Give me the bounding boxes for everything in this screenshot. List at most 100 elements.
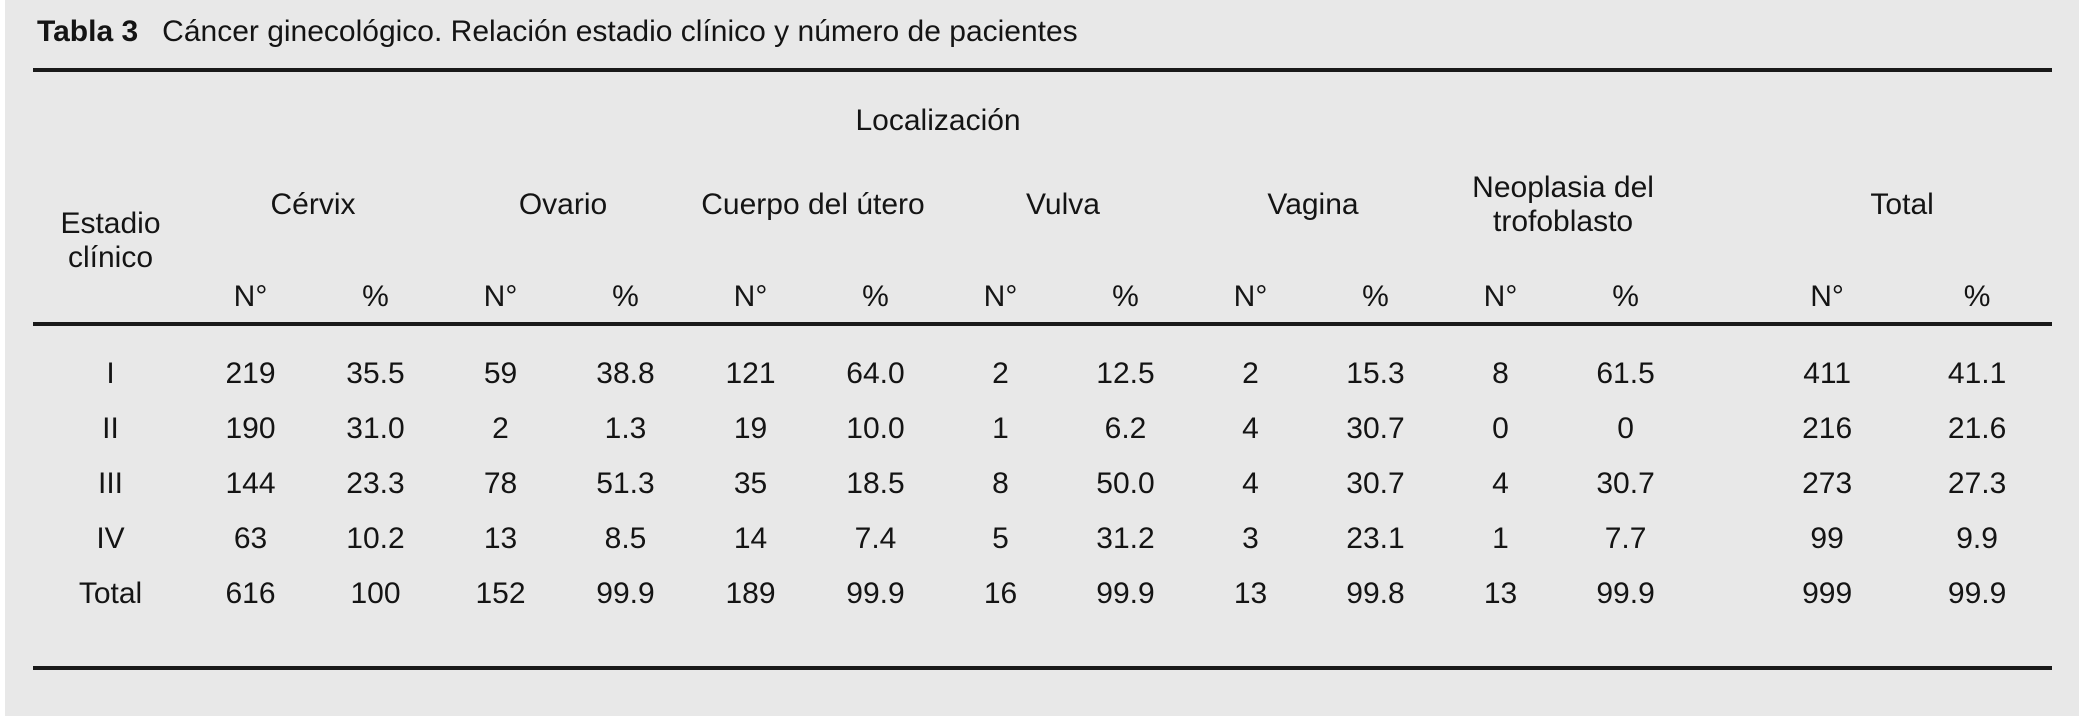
group-header-cuerpo-del-utero: Cuerpo del útero: [701, 187, 925, 221]
data-cell: 59: [483, 356, 518, 390]
estadio-clinico-header: Estadio clínico: [33, 160, 188, 324]
data-cell: 27.3: [1947, 466, 2007, 500]
pct-col-header: %: [612, 280, 639, 313]
stage-cell: Total: [78, 576, 143, 610]
localizacion-header: Localización: [855, 104, 1021, 137]
gyn-cancer-table: Localización Estadio clínico Cérvix Ovar…: [33, 72, 2053, 670]
n-col-header: N°: [983, 280, 1018, 313]
data-cell: 3: [1242, 521, 1259, 555]
n-col-header: N°: [733, 280, 768, 313]
estadio-line2: clínico: [67, 241, 154, 274]
data-cell: 999: [1802, 576, 1853, 610]
data-cell: 273: [1802, 466, 1853, 500]
data-cell: 64.0: [846, 356, 905, 390]
data-cell: 7.4: [854, 521, 897, 555]
data-cell: 6.2: [1104, 411, 1147, 445]
data-cell: 13: [1483, 576, 1518, 610]
caption-text: Cáncer ginecológico. Relación estadio cl…: [162, 15, 1078, 48]
group-header-ovario: Ovario: [518, 187, 608, 221]
group-header-vagina: Vagina: [1267, 187, 1359, 221]
estadio-line1: Estadio: [60, 206, 161, 240]
data-cell: 13: [483, 521, 518, 555]
data-cell: 4: [1492, 466, 1509, 500]
pct-col-header: %: [1362, 280, 1389, 313]
data-cell: 14: [733, 521, 768, 555]
subheader-row: N° % N° % N° % N° % N° % N° % N° %: [33, 250, 2052, 324]
n-col-header: N°: [233, 280, 268, 313]
localizacion-row: Localización: [33, 72, 2052, 160]
data-cell: 0: [1492, 411, 1509, 445]
n-col-header: N°: [1483, 280, 1518, 313]
data-cell: 12.5: [1096, 356, 1155, 390]
spacer-cell: [1688, 401, 1752, 456]
stage-cell: III: [97, 466, 123, 500]
data-cell: 99.9: [1596, 576, 1655, 610]
spacer-cell: [1688, 324, 1752, 401]
group-header-cervix: Cérvix: [270, 187, 356, 221]
data-cell: 1: [1492, 521, 1509, 555]
spacer-cell: [1688, 72, 1752, 160]
table-caption: Tabla 3 Cáncer ginecológico. Relación est…: [33, 0, 2052, 72]
data-cell: 41.1: [1947, 356, 2007, 390]
data-cell: 30.7: [1346, 466, 1405, 500]
data-cell: 616: [225, 576, 276, 610]
table-header: Localización Estadio clínico Cérvix Ovar…: [33, 72, 2053, 324]
data-cell: 2: [492, 411, 509, 445]
data-cell: 30.7: [1346, 411, 1405, 445]
table-row-stage-ii: II 190 31.0 2 1.3 19 10.0 1 6.2 4 30.7 0…: [33, 401, 2052, 456]
data-cell: 2: [1242, 356, 1259, 390]
spacer-cell: [1688, 566, 1752, 668]
data-cell: 99.9: [1947, 576, 2007, 610]
data-cell: 61.5: [1596, 356, 1655, 390]
data-cell: 1.3: [604, 411, 647, 445]
table-row-total: Total 616 100 152 99.9 189 99.9 16 99.9 …: [33, 566, 2052, 668]
data-cell: 8: [992, 466, 1009, 500]
group-header-total: Total: [1870, 187, 1934, 221]
data-cell: 9.9: [1956, 521, 1998, 555]
spacer-cell: [1688, 160, 1752, 250]
data-cell: 23.1: [1346, 521, 1405, 555]
data-cell: 2: [992, 356, 1009, 390]
data-cell: 190: [225, 411, 276, 445]
data-cell: 10.2: [346, 521, 405, 555]
data-cell: 21.6: [1947, 411, 2007, 445]
data-cell: 219: [225, 356, 276, 390]
data-cell: 8: [1492, 356, 1509, 390]
pct-col-header: %: [1112, 280, 1139, 313]
data-cell: 144: [225, 466, 276, 500]
data-cell: 50.0: [1096, 466, 1155, 500]
data-cell: 99.9: [1096, 576, 1155, 610]
data-cell: 99.9: [846, 576, 905, 610]
data-cell: 99.8: [1346, 576, 1405, 610]
spacer-cell: [1688, 511, 1752, 566]
n-col-header: N°: [1233, 280, 1268, 313]
data-cell: 189: [725, 576, 776, 610]
pct-col-header: %: [362, 280, 389, 313]
table-body: I 219 35.5 59 38.8 121 64.0 2 12.5 2 15.…: [33, 324, 2052, 668]
table-row-stage-iii: III 144 23.3 78 51.3 35 18.5 8 50.0 4 30…: [33, 456, 2052, 511]
group-header-neoplasia-trofoblasto: Neoplasia del trofoblasto: [1472, 170, 1654, 239]
data-cell: 38.8: [596, 356, 655, 390]
data-cell: 51.3: [596, 466, 655, 500]
empty-cell: [1752, 72, 2052, 160]
data-cell: 19: [733, 411, 768, 445]
data-cell: 78: [483, 466, 518, 500]
data-cell: 35: [733, 466, 768, 500]
data-cell: 7.7: [1604, 521, 1647, 555]
data-cell: 18.5: [846, 466, 905, 500]
data-cell: 152: [475, 576, 526, 610]
data-cell: 1: [992, 411, 1009, 445]
data-cell: 31.2: [1096, 521, 1155, 555]
data-cell: 5: [992, 521, 1009, 555]
data-cell: 35.5: [346, 356, 405, 390]
data-cell: 0: [1617, 411, 1634, 445]
data-cell: 99: [1810, 521, 1844, 555]
group-header-vulva: Vulva: [1026, 187, 1100, 221]
table-row-stage-iv: IV 63 10.2 13 8.5 14 7.4 5 31.2 3 23.1 1…: [33, 511, 2052, 566]
data-cell: 15.3: [1346, 356, 1405, 390]
data-cell: 100: [350, 576, 401, 610]
data-cell: 31.0: [346, 411, 405, 445]
data-cell: 4: [1242, 466, 1259, 500]
data-cell: 63: [233, 521, 268, 555]
